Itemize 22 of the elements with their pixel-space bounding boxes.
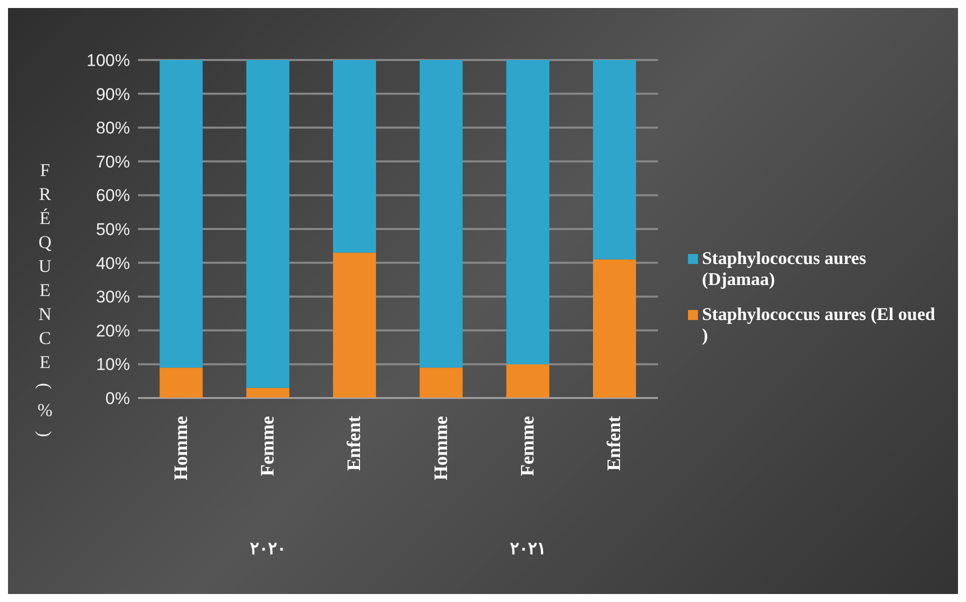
legend-label: Staphylococcus aures (El oued ) xyxy=(702,304,936,346)
x-tick-label: Homme xyxy=(170,416,192,480)
text: FRÉQUENCE (%) xyxy=(35,160,55,437)
y-tick-label: 60% xyxy=(96,186,130,206)
y-tick-label: 40% xyxy=(96,254,130,273)
y-tick-label: 0% xyxy=(105,389,130,408)
legend-label: Staphylococcus aures (Djamaa) xyxy=(702,248,868,290)
y-tick-label: 100% xyxy=(86,51,130,70)
x-tick-label: Femme xyxy=(258,416,278,476)
y-tick-label: 90% xyxy=(96,84,130,104)
y-tick-label: 70% xyxy=(96,152,130,172)
x-tick-label: Homme xyxy=(430,416,452,480)
y-tick-label: 80% xyxy=(96,118,130,138)
y-tick-label: 50% xyxy=(96,220,130,240)
x-tick-label: Femme xyxy=(518,416,538,476)
y-tick-label: 10% xyxy=(96,355,130,374)
text: ٢٠٢١ xyxy=(509,538,547,559)
y-tick-label: 30% xyxy=(96,288,130,307)
x-tick-label: Enfent xyxy=(344,415,366,471)
x-tick-label: Enfent xyxy=(604,415,626,471)
y-tick-label: 20% xyxy=(96,321,130,340)
text: ٢٠٢٠ xyxy=(249,538,287,559)
